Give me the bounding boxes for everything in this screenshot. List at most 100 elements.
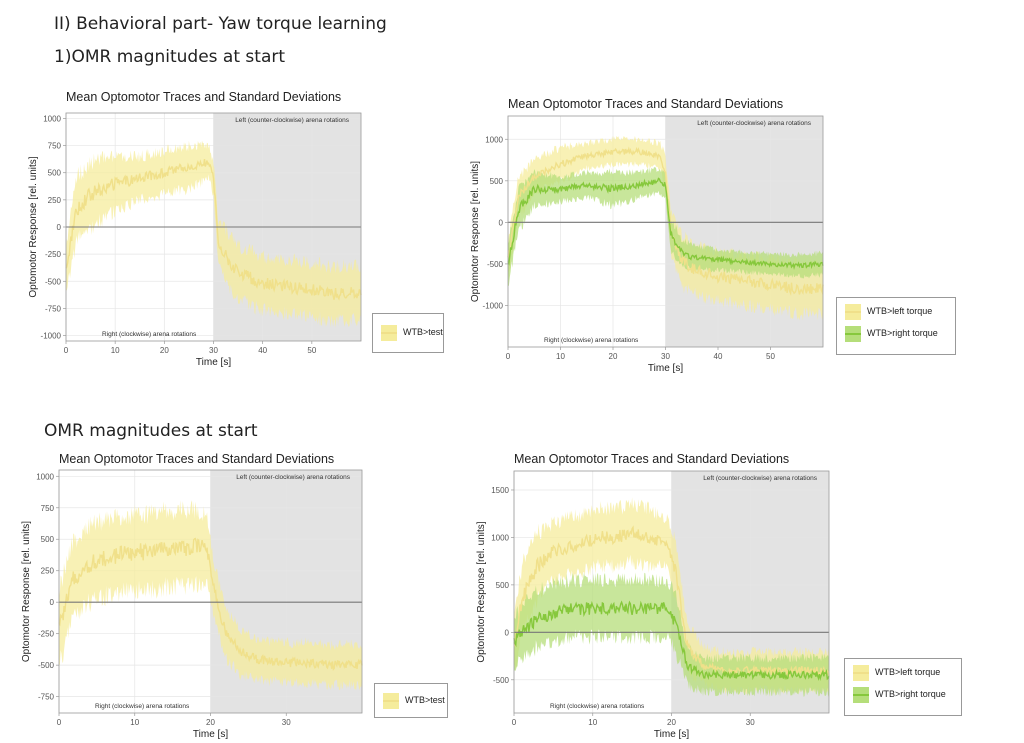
- legend-swatch-line: [381, 332, 397, 334]
- legend-swatch-line: [845, 311, 861, 313]
- sd-band: [508, 166, 823, 286]
- x-tick-label: 20: [206, 718, 215, 727]
- legend-swatch: [381, 325, 397, 341]
- x-tick-label: 50: [766, 352, 775, 361]
- x-tick-label: 30: [282, 718, 291, 727]
- y-tick-label: -1000: [41, 332, 62, 341]
- y-tick-label: -500: [493, 676, 510, 685]
- x-tick-label: 0: [512, 718, 517, 727]
- y-axis-label: Optomotor Response [rel. units]: [476, 521, 487, 662]
- annotation-left-rotations: Left (counter-clockwise) arena rotations: [703, 475, 818, 482]
- legend-label: WTB>left torque: [867, 306, 933, 316]
- legend-swatch-line: [383, 699, 399, 702]
- legend-swatch-line: [853, 694, 869, 696]
- x-tick-label: 0: [506, 352, 511, 361]
- y-tick-label: 500: [496, 581, 510, 590]
- series-line: [58, 537, 363, 671]
- y-tick-label: 0: [505, 628, 510, 637]
- sd-band: [514, 497, 829, 696]
- y-axis-label: Optomotor Response [rel. units]: [21, 521, 32, 662]
- legend-label: WTB>test: [403, 327, 443, 337]
- legend-swatch: [845, 304, 861, 320]
- sd-band: [508, 136, 823, 321]
- x-tick-label: 30: [209, 346, 218, 355]
- sd-band: [514, 572, 829, 697]
- series-line: [513, 600, 830, 682]
- x-tick-label: 20: [667, 718, 676, 727]
- x-tick-label: 40: [258, 346, 267, 355]
- y-tick-label: -750: [45, 304, 62, 313]
- series-line: [507, 146, 824, 296]
- annotation-right-rotations: Right (clockwise) arena rotations: [544, 337, 639, 344]
- annotation-left-rotations: Left (counter-clockwise) arena rotations: [235, 117, 350, 124]
- y-tick-label: 1000: [36, 472, 54, 481]
- y-tick-label: 500: [490, 177, 504, 186]
- x-tick-label: 30: [746, 718, 755, 727]
- chart-title: Mean Optomotor Traces and Standard Devia…: [514, 452, 789, 466]
- legend-label: WTB>left torque: [875, 667, 941, 677]
- chart-legend: WTB>left torque WTB>right torque: [844, 658, 962, 716]
- y-tick-label: -750: [38, 693, 55, 702]
- y-tick-label: -500: [38, 661, 55, 670]
- chart-legend: WTB>test: [372, 313, 444, 353]
- x-tick-label: 30: [661, 352, 670, 361]
- x-axis-label: Time [s]: [193, 729, 228, 740]
- x-axis-label: Time [s]: [648, 363, 683, 374]
- y-axis-label: Optomotor Response [rel. units]: [470, 161, 481, 302]
- series-line: [65, 159, 362, 301]
- y-tick-label: -500: [45, 277, 62, 286]
- y-tick-label: 250: [48, 196, 62, 205]
- y-tick-label: 1000: [43, 114, 61, 123]
- legend-swatch-line: [845, 333, 861, 335]
- y-tick-label: -1000: [483, 301, 504, 310]
- x-axis-label: Time [s]: [654, 729, 689, 740]
- legend-label: WTB>test: [405, 694, 445, 705]
- x-tick-label: 10: [130, 718, 139, 727]
- legend-swatch: [383, 692, 399, 709]
- y-tick-label: -250: [38, 630, 55, 639]
- chart-title: Mean Optomotor Traces and Standard Devia…: [59, 452, 334, 466]
- legend-swatch: [853, 687, 869, 703]
- annotation-right-rotations: Right (clockwise) arena rotations: [95, 703, 190, 710]
- legend-swatch-line: [853, 672, 869, 674]
- y-tick-label: 500: [48, 169, 62, 178]
- annotation-right-rotations: Right (clockwise) arena rotations: [102, 331, 197, 338]
- y-tick-label: 1500: [491, 486, 509, 495]
- y-tick-label: 1000: [491, 533, 509, 542]
- x-tick-label: 40: [714, 352, 723, 361]
- x-tick-label: 10: [556, 352, 565, 361]
- x-tick-label: 0: [64, 346, 69, 355]
- chart-title: Mean Optomotor Traces and Standard Devia…: [508, 97, 783, 111]
- subsection-heading-2: OMR magnitudes at start: [44, 421, 258, 441]
- y-tick-label: 750: [48, 142, 62, 151]
- series-line: [507, 177, 824, 271]
- section-heading: II) Behavioral part- Yaw torque learning: [54, 14, 387, 34]
- subsection-heading-1: 1)OMR magnitudes at start: [54, 47, 286, 67]
- x-tick-label: 10: [588, 718, 597, 727]
- legend-swatch: [845, 326, 861, 342]
- chart-title: Mean Optomotor Traces and Standard Devia…: [66, 90, 341, 104]
- x-tick-label: 10: [111, 346, 120, 355]
- legend-swatch: [853, 665, 869, 681]
- legend-label: WTB>right torque: [875, 689, 946, 699]
- y-tick-label: 500: [41, 535, 55, 544]
- y-tick-label: 0: [50, 598, 55, 607]
- x-tick-label: 0: [57, 718, 62, 727]
- legend-label: WTB>right torque: [867, 328, 938, 338]
- annotation-left-rotations: Left (counter-clockwise) arena rotations: [236, 474, 351, 481]
- annotation-left-rotations: Left (counter-clockwise) arena rotations: [697, 120, 812, 127]
- y-axis-label: Optomotor Response [rel. units]: [28, 156, 39, 297]
- chart-legend: WTB>left torque WTB>right torque: [836, 297, 956, 355]
- y-tick-label: 250: [41, 567, 55, 576]
- y-tick-label: 1000: [485, 135, 503, 144]
- sd-band: [59, 500, 362, 691]
- y-tick-label: -500: [487, 260, 504, 269]
- x-tick-label: 50: [307, 346, 316, 355]
- y-tick-label: 0: [57, 223, 62, 232]
- y-tick-label: 0: [499, 218, 504, 227]
- y-tick-label: -250: [45, 250, 62, 259]
